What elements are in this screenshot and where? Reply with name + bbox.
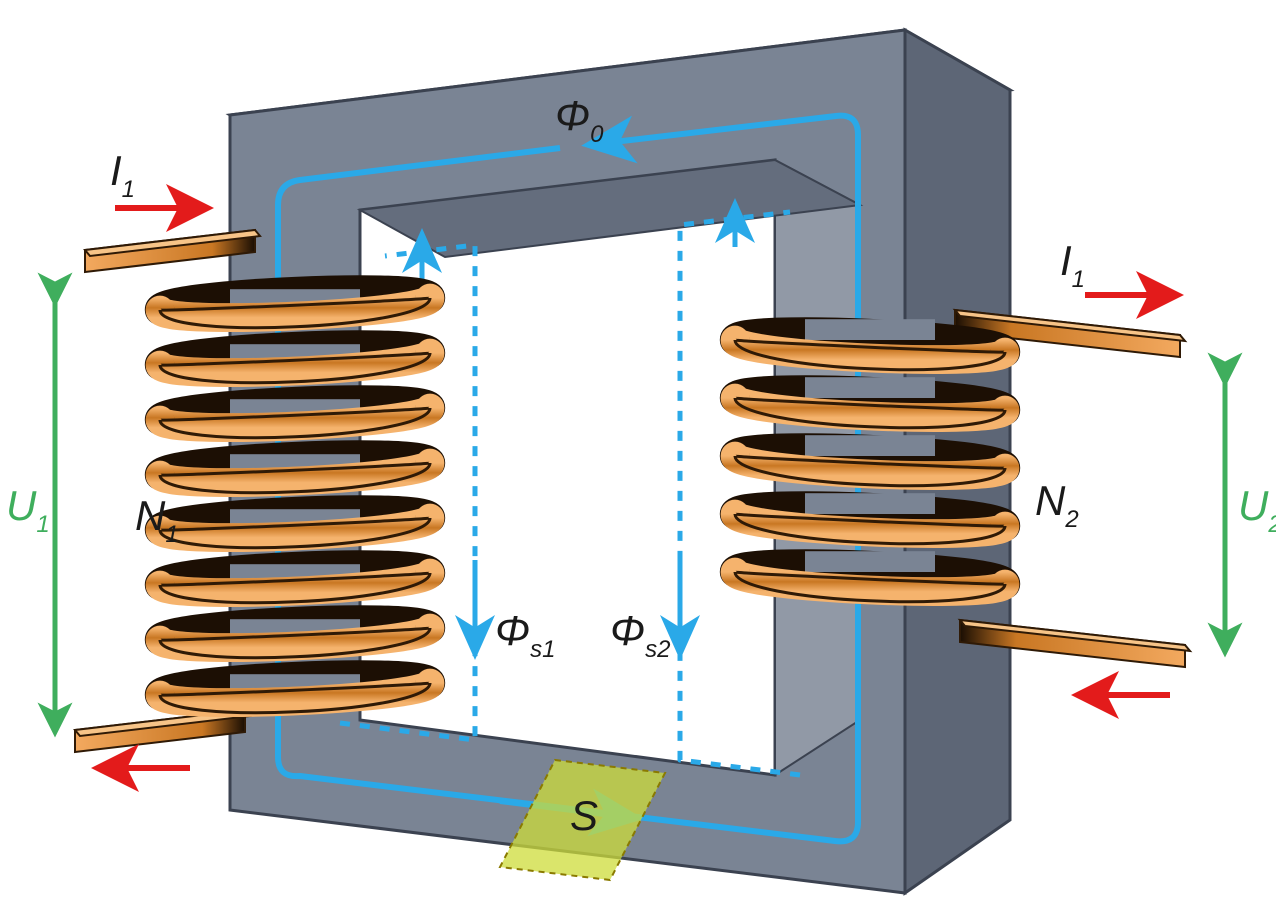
label-I1_left: I1 bbox=[110, 147, 135, 203]
label-S: S bbox=[570, 792, 598, 839]
transformer-diagram: I1I1U1U2N1N2Φ0Φs1Φs2S bbox=[0, 0, 1276, 906]
label-N2: N2 bbox=[1035, 477, 1079, 533]
label-I1_right: I1 bbox=[1060, 237, 1085, 293]
label-U2: U2 bbox=[1238, 482, 1276, 538]
label-U1: U1 bbox=[6, 482, 50, 538]
